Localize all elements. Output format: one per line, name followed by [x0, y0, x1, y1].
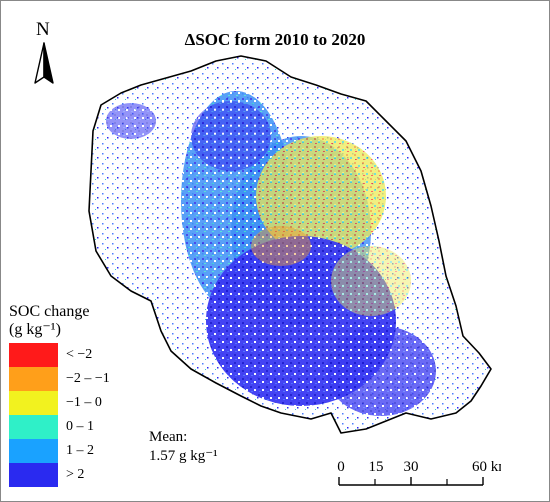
legend-label: > 2 [66, 467, 85, 482]
legend-item: 0 – 1 [9, 415, 179, 439]
legend-item: < −2 [9, 343, 179, 367]
legend-label: 0 – 1 [66, 419, 94, 434]
scale-tick-label: 30 [404, 459, 419, 475]
mean-value: 1.57 g kg⁻¹ [149, 448, 218, 464]
legend-label: 1 – 2 [66, 443, 94, 458]
legend-swatch [9, 439, 58, 463]
legend-label: −2 – −1 [66, 371, 110, 386]
north-letter: N [36, 19, 50, 40]
legend-title-line-2: (g kg⁻¹) [9, 321, 61, 338]
legend-item: 1 – 2 [9, 439, 179, 463]
legend-swatch [9, 367, 58, 391]
scale-bar: 0 15 30 60 km [337, 459, 501, 486]
legend-title-line-1: SOC change [9, 303, 90, 320]
legend: SOC change (g kg⁻¹) < −2 −2 – −1 −1 – 0 … [9, 303, 179, 487]
legend-item: −1 – 0 [9, 391, 179, 415]
legend-label: < −2 [66, 347, 93, 362]
legend-swatch [9, 415, 58, 439]
legend-label: −1 – 0 [66, 395, 102, 410]
legend-swatch [9, 343, 58, 367]
legend-item: > 2 [9, 463, 179, 487]
north-arrow-icon: N [29, 19, 59, 89]
map-title: ΔSOC form 2010 to 2020 [184, 30, 366, 49]
legend-swatch [9, 463, 58, 487]
region-boundary [88, 55, 492, 434]
scale-tick-label: 15 [369, 459, 384, 475]
scale-tick-label: 60 km [472, 459, 501, 475]
legend-item: −2 – −1 [9, 367, 179, 391]
scale-tick-label: 0 [337, 459, 345, 475]
legend-swatch [9, 391, 58, 415]
mean-label: Mean: [149, 429, 188, 445]
mean-annotation: Mean: 1.57 g kg⁻¹ [149, 428, 218, 466]
